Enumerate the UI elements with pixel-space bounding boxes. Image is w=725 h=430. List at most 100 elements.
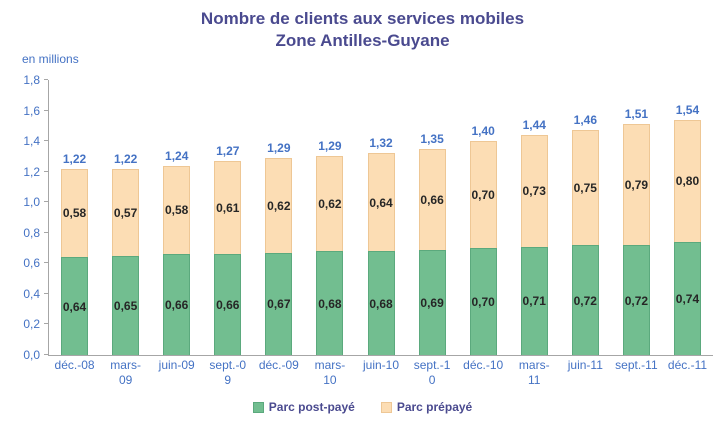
legend-swatch-prepaye <box>380 401 392 413</box>
segment-label: 0,65 <box>113 298 138 313</box>
segment-label: 0,62 <box>318 197 342 212</box>
bar-segment-prepaye: 0,80 <box>673 119 701 242</box>
legend: Parc post-payé Parc prépayé <box>0 400 725 414</box>
total-label: 1,29 <box>318 139 342 154</box>
bar-segment-postpaye: 0,68 <box>367 251 395 355</box>
bar-column: 1,29 0,62 0,68 <box>304 80 355 355</box>
segment-label: 0,66 <box>216 298 240 313</box>
bar-segment-postpaye: 0,72 <box>571 245 599 355</box>
segment-label: 0,58 <box>62 206 87 221</box>
y-tick-label: 0,6 <box>23 256 40 271</box>
bar-column: 1,27 0,61 0,66 <box>202 80 253 355</box>
bar-segment-prepaye: 0,79 <box>622 124 650 245</box>
bar-segment-postpaye: 0,66 <box>163 254 191 355</box>
bar-segment-prepaye: 0,62 <box>265 157 293 253</box>
total-label: 1,22 <box>62 151 87 166</box>
x-axis-labels: déc.-08 mars-09 juin-09 sept.-09 déc.-09 mars… <box>49 358 713 388</box>
y-tick-label: 0,0 <box>23 348 40 362</box>
segment-label: 0,67 <box>267 297 291 312</box>
category-label: juin-11 <box>567 358 603 372</box>
category-label: mars-10 <box>314 358 346 387</box>
chart-title: Nombre de clients aux services mobiles Z… <box>0 0 725 52</box>
segment-label: 0,66 <box>165 298 189 313</box>
legend-item-postpaye: Parc post-payé <box>252 400 355 414</box>
category-label: déc.-09 <box>258 358 299 372</box>
bar-column: 1,22 0,57 0,65 <box>100 80 151 355</box>
total-label: 1,40 <box>471 124 495 139</box>
bar-segment-prepaye: 0,70 <box>469 141 497 249</box>
chart-title-line2: Zone Antilles-Guyane <box>275 31 450 50</box>
segment-label: 0,80 <box>675 174 700 189</box>
y-tick-mark <box>44 79 48 80</box>
category-label: déc.-10 <box>463 358 504 372</box>
y-tick-mark <box>44 354 48 355</box>
bar-segment-postpaye: 0,70 <box>469 248 497 355</box>
bar-segment-prepaye: 0,75 <box>571 130 599 245</box>
category-label: sept.-10 <box>413 358 451 387</box>
segment-label: 0,72 <box>573 293 597 308</box>
y-tick-mark <box>44 140 48 142</box>
y-tick-label: 0,4 <box>23 286 40 301</box>
plot-area: 1,22 0,58 0,64 1,22 0,57 0,65 1,24 0,58 0,66 1,27… <box>23 73 713 362</box>
total-label: 1,35 <box>420 131 444 146</box>
total-label: 1,54 <box>675 102 700 117</box>
bar-column: 1,32 0,64 0,68 <box>355 80 406 355</box>
bar-segment-prepaye: 0,62 <box>316 156 344 252</box>
bar-segment-postpaye: 0,74 <box>673 241 701 355</box>
segment-label: 0,61 <box>216 201 240 216</box>
bar-segment-postpaye: 0,72 <box>622 245 650 355</box>
segment-label: 0,70 <box>471 188 495 203</box>
bar-segment-postpaye: 0,65 <box>112 255 140 355</box>
y-tick-mark <box>44 109 48 111</box>
y-tick-label: 1,0 <box>23 195 40 210</box>
y-axis-line <box>48 80 49 355</box>
y-tick-label: 1,6 <box>23 103 40 118</box>
bar-column: 1,29 0,62 0,67 <box>253 80 304 355</box>
segment-label: 0,73 <box>522 184 546 199</box>
bars-row: 1,22 0,58 0,64 1,22 0,57 0,65 1,24 0,58 0,66 1,27… <box>49 80 713 355</box>
segment-label: 0,68 <box>318 296 342 311</box>
y-axis-unit-label: en millions <box>22 52 79 66</box>
segment-label: 0,68 <box>369 296 393 311</box>
bar-segment-postpaye: 0,64 <box>61 257 89 355</box>
segment-label: 0,64 <box>369 195 393 210</box>
legend-label-prepaye: Parc prépayé <box>396 400 473 414</box>
y-tick-label: 1,2 <box>23 164 40 179</box>
bar-segment-prepaye: 0,73 <box>520 135 548 247</box>
bar-segment-postpaye: 0,69 <box>418 249 446 355</box>
total-label: 1,51 <box>624 107 649 122</box>
segment-label: 0,66 <box>420 192 444 207</box>
segment-label: 0,74 <box>675 291 700 306</box>
y-tick-label: 0,8 <box>23 225 40 240</box>
total-label: 1,32 <box>369 136 393 151</box>
bar-segment-postpaye: 0,67 <box>265 252 293 355</box>
y-tick-label: 1,4 <box>23 134 40 149</box>
total-label: 1,27 <box>216 143 240 158</box>
total-label: 1,24 <box>165 148 189 163</box>
bar-segment-prepaye: 0,58 <box>163 165 191 255</box>
y-tick-mark <box>44 170 48 172</box>
bar-column: 1,51 0,79 0,72 <box>611 80 662 355</box>
x-axis-line <box>48 355 713 356</box>
y-tick-mark <box>44 231 48 233</box>
category-label: mars-09 <box>110 358 141 387</box>
bar-column: 1,24 0,58 0,66 <box>151 80 202 355</box>
bar-segment-prepaye: 0,64 <box>367 153 395 252</box>
y-tick-label: 0,2 <box>23 317 40 332</box>
segment-label: 0,70 <box>471 295 495 310</box>
bar-segment-postpaye: 0,66 <box>214 254 242 355</box>
category-label: sept.-09 <box>209 358 247 387</box>
bar-segment-prepaye: 0,58 <box>61 168 89 258</box>
bar-segment-postpaye: 0,68 <box>316 251 344 355</box>
y-tick-mark <box>44 201 48 203</box>
segment-label: 0,64 <box>62 299 87 314</box>
segment-label: 0,79 <box>624 178 649 193</box>
segment-label: 0,71 <box>522 294 546 309</box>
bar-column: 1,22 0,58 0,64 <box>49 80 100 355</box>
legend-swatch-postpaye <box>252 401 264 413</box>
segment-label: 0,58 <box>165 203 189 218</box>
category-label: mars-11 <box>518 358 550 387</box>
category-label: juin-09 <box>158 358 195 372</box>
bar-column: 1,44 0,73 0,71 <box>509 80 560 355</box>
